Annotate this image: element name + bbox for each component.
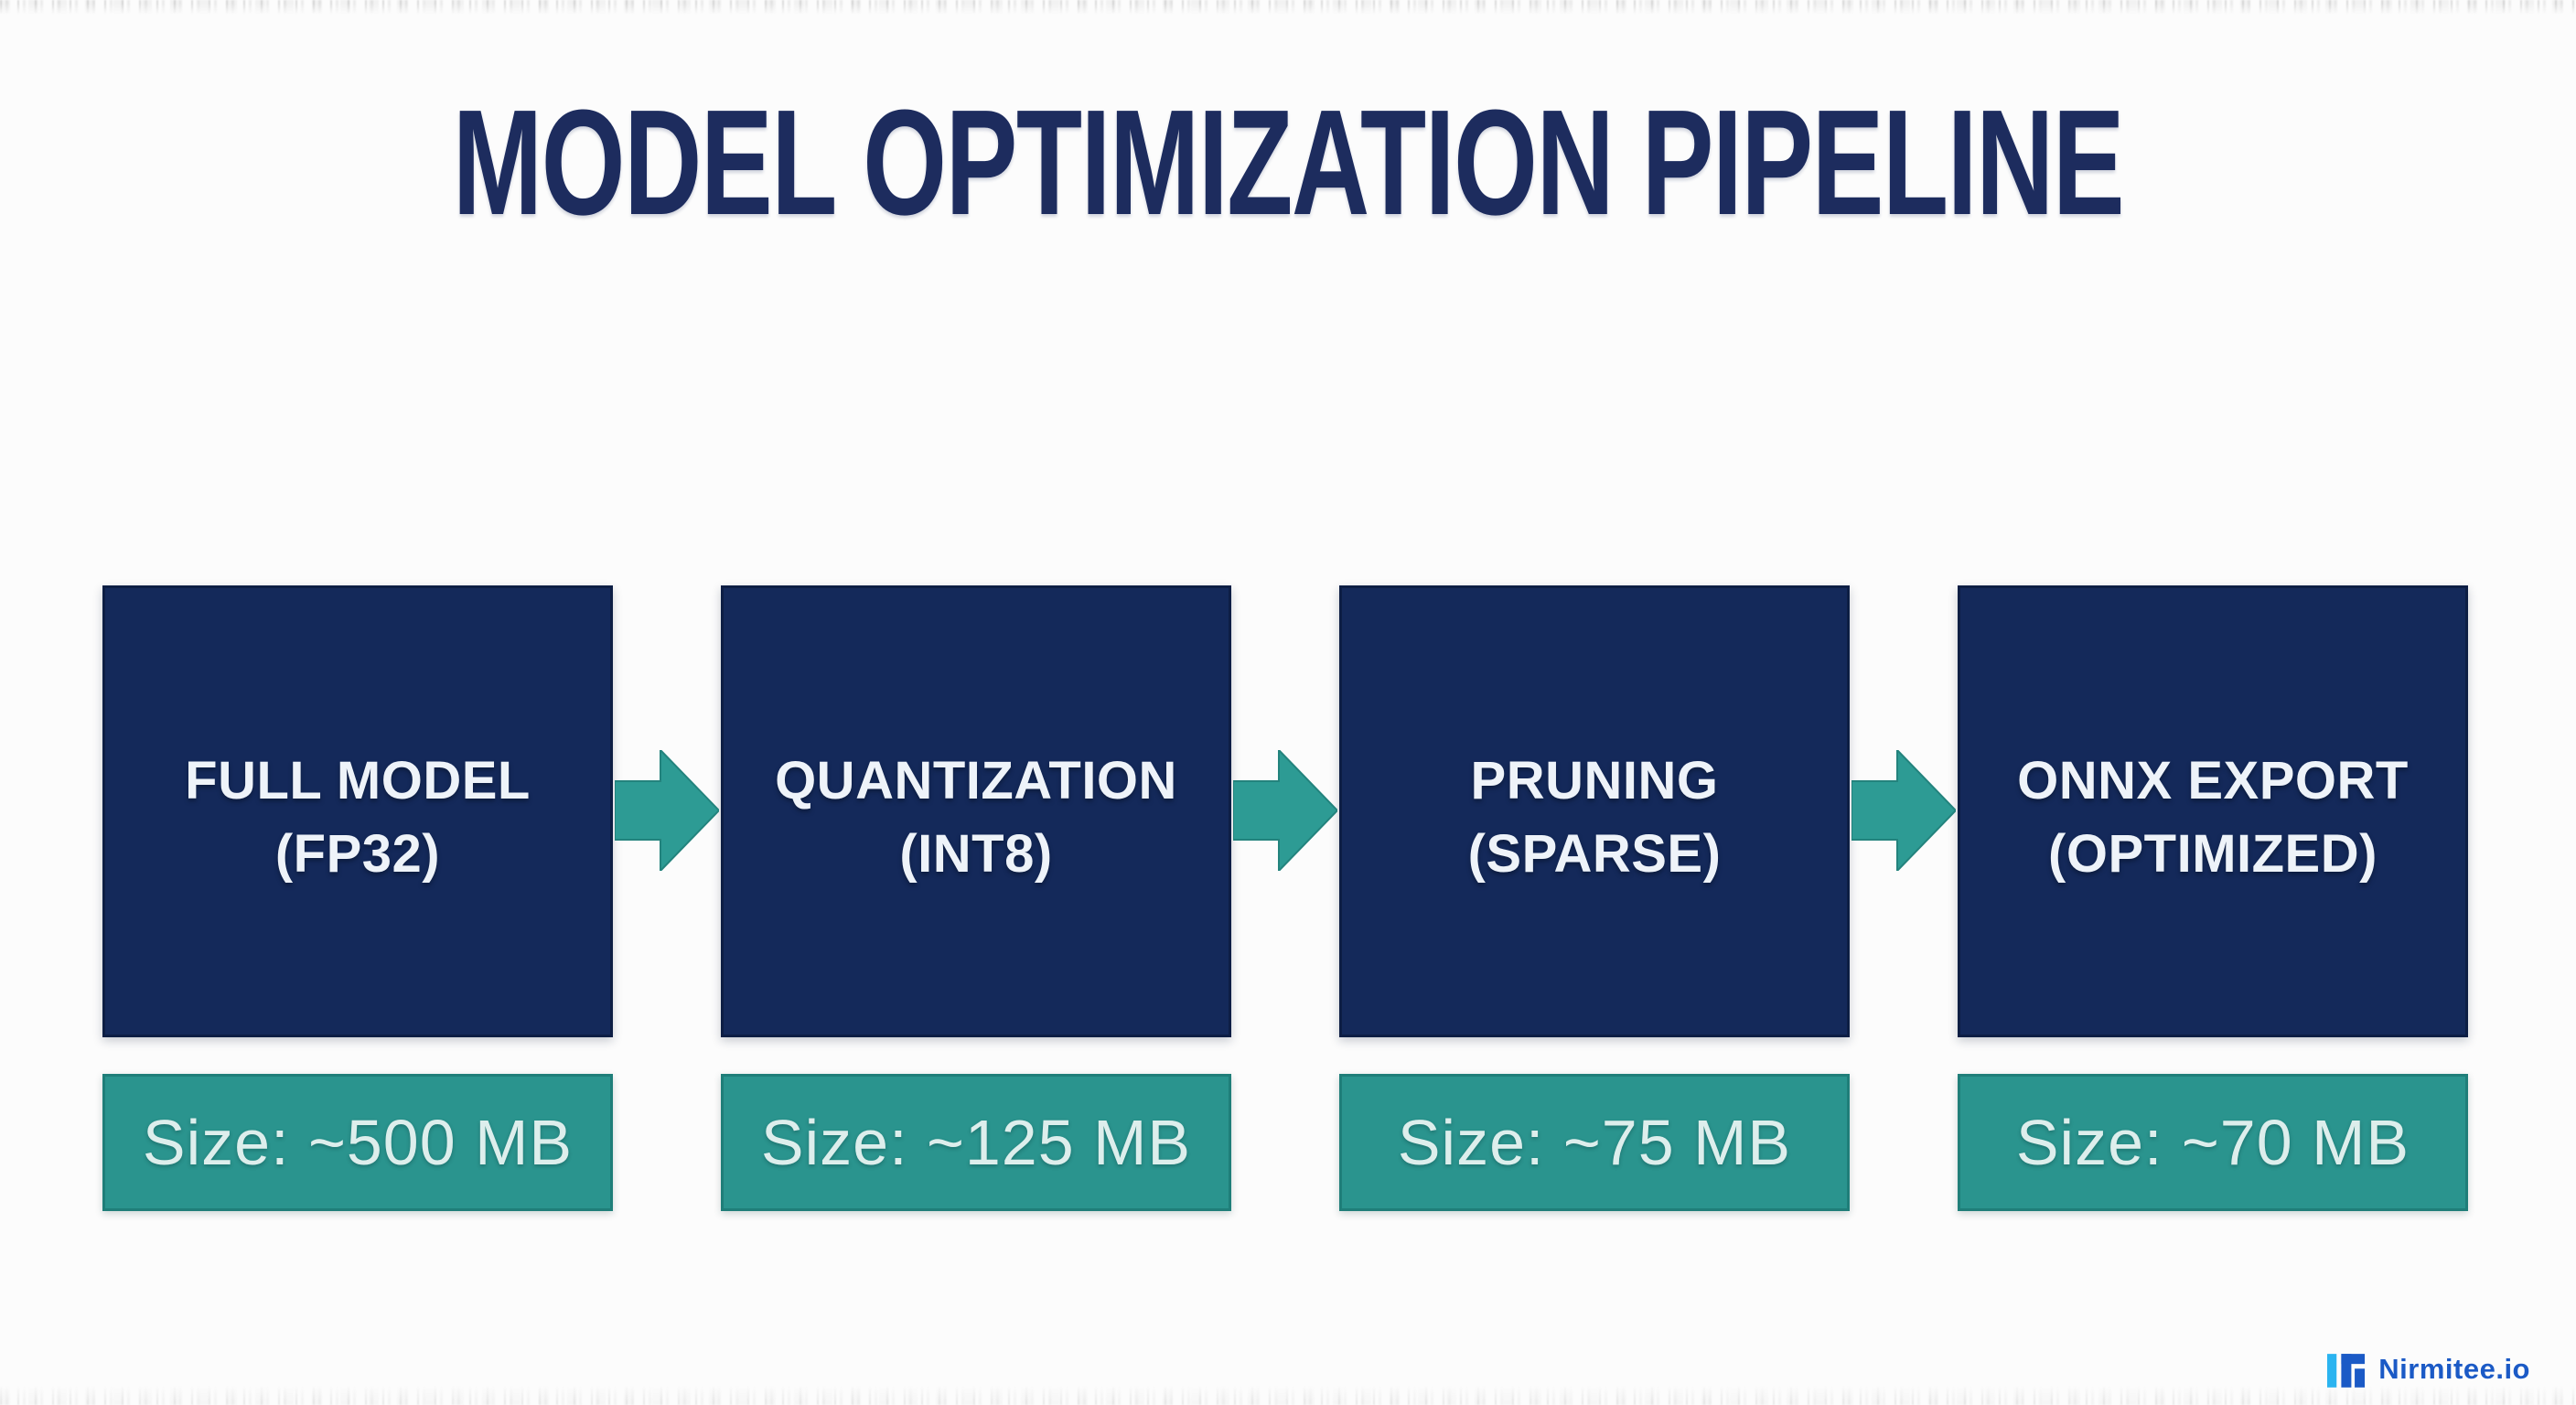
size-badge: Size: ~70 MB [1958, 1074, 2468, 1211]
stage-box: PRUNING (SPARSE) [1339, 585, 1850, 1037]
top-noise-texture [0, 0, 2576, 15]
stage-box-label: PRUNING (SPARSE) [1468, 732, 1722, 891]
pipeline: FULL MODEL (FP32) Size: ~500 MB QUANTIZA… [102, 585, 2468, 1211]
stage-detail: (INT8) [899, 824, 1053, 884]
stage-column-pruning: PRUNING (SPARSE) Size: ~75 MB [1339, 585, 1850, 1211]
stage-detail: (SPARSE) [1467, 824, 1722, 884]
arrow-right-icon [1233, 750, 1337, 871]
stage-box: ONNX EXPORT (OPTIMIZED) [1958, 585, 2468, 1037]
stage-box: QUANTIZATION (INT8) [721, 585, 1231, 1037]
size-label: Size: ~125 MB [760, 1107, 1192, 1178]
stage-name: PRUNING [1470, 750, 1719, 810]
stage-box: FULL MODEL (FP32) [102, 585, 613, 1037]
size-label: Size: ~75 MB [1397, 1107, 1792, 1178]
stage-column-quantization: QUANTIZATION (INT8) Size: ~125 MB [721, 585, 1231, 1211]
stage-name: FULL MODEL [185, 750, 531, 810]
stage-box-label: ONNX EXPORT (OPTIMIZED) [2017, 732, 2409, 891]
stage-detail: (FP32) [274, 824, 441, 884]
stage-box-label: QUANTIZATION (INT8) [775, 732, 1177, 891]
size-badge: Size: ~125 MB [721, 1074, 1231, 1211]
brand-name: Nirmitee.io [2378, 1353, 2530, 1385]
size-label: Size: ~500 MB [142, 1107, 574, 1178]
arrow-right-icon [1852, 750, 1956, 871]
size-badge: Size: ~75 MB [1339, 1074, 1850, 1211]
size-label: Size: ~70 MB [2015, 1107, 2410, 1178]
size-badge: Size: ~500 MB [102, 1074, 613, 1211]
stage-name: QUANTIZATION [775, 750, 1177, 810]
stage-detail: (OPTIMIZED) [2048, 824, 2377, 884]
brand-logo: Nirmitee.io [2327, 1348, 2530, 1390]
page-title: MODEL OPTIMIZATION PIPELINE [452, 79, 2125, 246]
arrow-right-icon [615, 750, 719, 871]
stage-name: ONNX EXPORT [2017, 750, 2409, 810]
nirmitee-logo-icon [2327, 1354, 2366, 1388]
stage-column-full-model: FULL MODEL (FP32) Size: ~500 MB [102, 585, 613, 1211]
stage-box-label: FULL MODEL (FP32) [185, 732, 531, 891]
stage-column-onnx-export: ONNX EXPORT (OPTIMIZED) Size: ~70 MB [1958, 585, 2468, 1211]
bottom-noise-texture [0, 1385, 2576, 1405]
